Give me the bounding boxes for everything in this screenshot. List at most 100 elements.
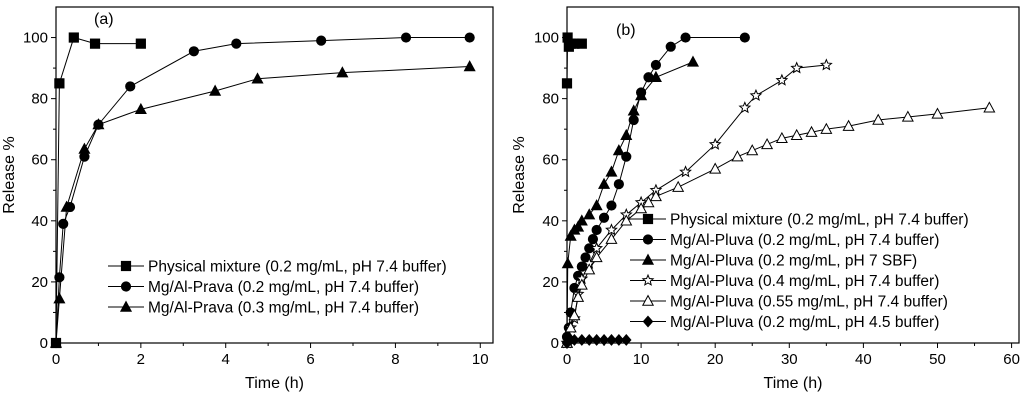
legend-marker <box>642 315 654 328</box>
data-point <box>649 70 662 82</box>
series-5 <box>561 333 632 349</box>
data-point <box>561 78 573 89</box>
y-tick-label: 0 <box>551 335 559 352</box>
data-point <box>575 278 588 290</box>
data-point <box>872 113 885 125</box>
data-point <box>819 58 833 71</box>
data-point <box>635 202 648 214</box>
data-point <box>635 89 648 101</box>
y-tick-label: 100 <box>23 30 48 47</box>
legend-marker <box>119 300 133 312</box>
series-0 <box>50 32 146 349</box>
data-point <box>576 38 587 49</box>
data-point <box>561 257 574 269</box>
data-point <box>931 107 944 119</box>
data-point <box>842 119 855 131</box>
y-axis-title: Release % <box>1 136 18 213</box>
y-tick-label: 20 <box>31 274 48 291</box>
data-point <box>590 199 603 211</box>
data-point <box>731 150 744 162</box>
data-point <box>78 142 91 154</box>
data-point <box>135 38 146 49</box>
data-point <box>605 232 618 244</box>
legend-marker <box>641 273 655 286</box>
y-tick-label: 0 <box>40 335 48 352</box>
x-tick-label: 60 <box>1003 351 1020 368</box>
data-point <box>642 196 655 208</box>
legend-marker <box>120 260 132 272</box>
data-point <box>590 251 603 263</box>
data-point <box>584 243 595 254</box>
data-point <box>672 180 685 192</box>
legend: Physical mixture (0.2 mg/mL, pH 7.4 buff… <box>630 212 969 331</box>
data-point <box>983 101 996 113</box>
data-point <box>569 333 580 346</box>
data-point <box>606 333 617 346</box>
data-point <box>598 333 610 346</box>
legend-item: Mg/Al-Prava (0.3 mg/mL, pH 7.4 buffer) <box>108 300 419 317</box>
data-point <box>775 73 789 86</box>
data-point <box>49 336 63 348</box>
y-tick-label: 100 <box>534 30 559 47</box>
legend-marker <box>120 281 132 292</box>
data-point <box>572 290 585 302</box>
data-point <box>231 38 242 49</box>
data-point <box>576 261 587 272</box>
legend-marker <box>641 253 655 265</box>
data-point <box>125 81 136 92</box>
data-point <box>188 46 199 57</box>
data-point <box>92 118 105 130</box>
x-tick-label: 6 <box>306 351 314 368</box>
data-point <box>400 32 412 43</box>
x-tick-label: 30 <box>781 351 798 368</box>
y-tick-label: 80 <box>31 91 48 108</box>
data-point <box>620 214 633 226</box>
data-point <box>709 162 722 174</box>
series-2 <box>49 60 476 348</box>
data-point <box>463 60 476 72</box>
x-tick-label: 50 <box>929 351 946 368</box>
data-point <box>564 321 577 333</box>
legend-label: Mg/Al-Pluva (0.2 mg/mL, pH 4.5 buffer) <box>670 314 939 331</box>
y-axis-title: Release % <box>511 136 528 213</box>
legend-item: Mg/Al-Pluva (0.2 mg/mL, pH 7.4 buffer) <box>630 232 939 249</box>
legend-label: Mg/Al-Pluva (0.4 mg/mL, pH 7.4 buffer) <box>670 273 939 290</box>
series-0 <box>561 32 587 89</box>
data-point <box>739 32 750 43</box>
data-point <box>620 128 633 140</box>
data-point <box>665 41 676 52</box>
legend-item: Mg/Al-Pluva (0.55 mg/mL, pH 7.4 buffer) <box>630 294 948 311</box>
data-point <box>775 131 788 144</box>
legend-label: Mg/Al-Pluva (0.2 mg/mL, pH 7 SBF) <box>670 253 917 270</box>
legend-item: Physical mixture (0.2 mg/mL, pH 7.4 buff… <box>630 212 969 229</box>
data-point <box>605 165 618 177</box>
data-point <box>749 88 763 102</box>
data-point <box>591 224 602 236</box>
data-point <box>583 333 595 346</box>
plot-frame <box>55 6 494 344</box>
y-tick-label: 80 <box>542 91 559 108</box>
x-tick-label: 20 <box>707 351 724 368</box>
data-point <box>464 32 475 43</box>
data-point <box>790 61 804 74</box>
data-point <box>583 263 596 275</box>
legend-item: Mg/Al-Pluva (0.2 mg/mL, pH 4.5 buffer) <box>630 314 939 331</box>
x-tick-label: 4 <box>222 351 230 368</box>
series-line <box>55 37 470 344</box>
data-point <box>621 333 632 346</box>
data-point <box>568 309 581 321</box>
panel-label: (a) <box>94 11 114 28</box>
legend-label: Mg/Al-Pluva (0.2 mg/mL, pH 7.4 buffer) <box>670 232 939 249</box>
data-point <box>68 32 79 43</box>
data-point <box>590 241 604 254</box>
legend-marker <box>642 213 654 225</box>
y-tick-label: 40 <box>31 213 48 230</box>
legend-label: Mg/Al-Pluva (0.55 mg/mL, pH 7.4 buffer) <box>670 294 948 311</box>
data-point <box>54 78 65 89</box>
data-point <box>746 144 759 156</box>
y-tick-label: 20 <box>542 274 559 291</box>
legend-marker <box>642 234 654 245</box>
data-point <box>650 59 662 71</box>
data-point <box>686 55 700 67</box>
